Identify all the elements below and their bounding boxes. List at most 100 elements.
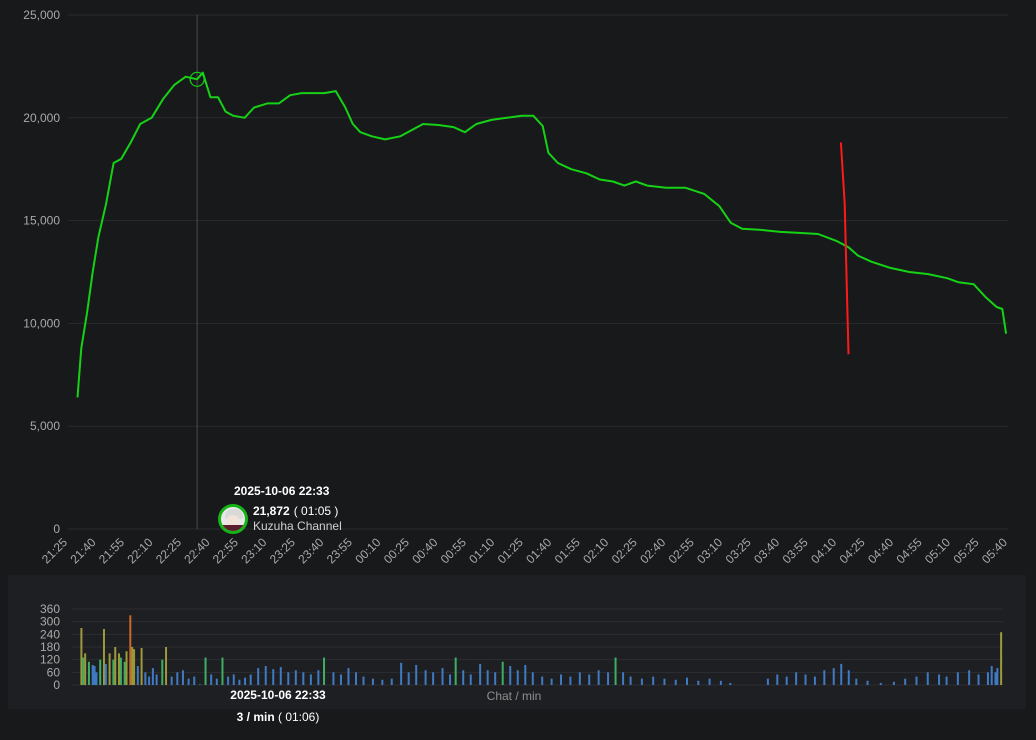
chat-rate-bar[interactable]	[776, 674, 779, 685]
chat-rate-bar[interactable]	[996, 668, 999, 685]
chat-rate-bar[interactable]	[112, 659, 115, 685]
chat-rate-bar[interactable]	[855, 678, 858, 685]
chat-rate-bar[interactable]	[272, 669, 275, 685]
chat-rate-bar[interactable]	[840, 663, 843, 685]
chat-rate-bar[interactable]	[785, 676, 788, 685]
chat-rate-bars[interactable]	[80, 615, 1003, 685]
chat-rate-bar[interactable]	[614, 657, 617, 685]
chat-rate-bar[interactable]	[479, 663, 482, 685]
chat-rate-bar[interactable]	[309, 674, 312, 685]
chat-rate-bar[interactable]	[501, 661, 504, 685]
chat-rate-bar[interactable]	[454, 657, 457, 685]
chat-rate-bar[interactable]	[381, 679, 384, 685]
chat-rate-bar[interactable]	[804, 674, 807, 685]
chat-rate-bar[interactable]	[232, 674, 235, 685]
chat-rate-bar[interactable]	[813, 676, 816, 685]
chat-rate-bar[interactable]	[449, 674, 452, 685]
chat-rate-bar[interactable]	[221, 657, 224, 685]
chat-rate-bar[interactable]	[462, 670, 465, 685]
chat-rate-bar[interactable]	[879, 682, 882, 685]
chat-rate-bar[interactable]	[204, 657, 207, 685]
chat-rate-bar[interactable]	[588, 674, 591, 685]
viewer-count-line[interactable]	[76, 71, 1008, 398]
chat-rate-bar[interactable]	[509, 666, 512, 685]
chat-rate-bar[interactable]	[424, 670, 427, 685]
chat-rate-bar[interactable]	[102, 629, 105, 685]
chat-rate-bar[interactable]	[629, 676, 632, 685]
viewer-series[interactable]	[76, 71, 1008, 398]
chat-rate-bar[interactable]	[569, 676, 572, 685]
chat-rate-bar[interactable]	[607, 672, 610, 685]
chat-rate-bar[interactable]	[578, 672, 581, 685]
chat-rate-bar[interactable]	[264, 666, 267, 685]
chat-rate-bar[interactable]	[129, 615, 132, 685]
chat-rate-bar[interactable]	[215, 678, 218, 685]
chat-rate-bar[interactable]	[87, 661, 90, 685]
chat-rate-bar[interactable]	[93, 666, 96, 685]
chat-rate-bar[interactable]	[663, 678, 666, 685]
chat-rate-bar[interactable]	[494, 672, 497, 685]
chat-rate-bar[interactable]	[131, 647, 134, 685]
chat-rate-bar[interactable]	[144, 672, 147, 685]
chat-rate-bar[interactable]	[956, 672, 959, 685]
chat-rate-bar[interactable]	[119, 657, 122, 685]
chat-rate-bar[interactable]	[140, 648, 143, 685]
chat-rate-bar[interactable]	[541, 676, 544, 685]
chat-rate-bar[interactable]	[257, 668, 260, 685]
chat-rate-bar[interactable]	[531, 672, 534, 685]
chat-rate-bar[interactable]	[176, 672, 179, 685]
chat-rate-bar[interactable]	[486, 670, 489, 685]
chat-rate-bar[interactable]	[294, 670, 297, 685]
chat-rate-bar[interactable]	[697, 680, 700, 685]
chat-rate-bar[interactable]	[123, 661, 126, 685]
chat-rate-bar[interactable]	[133, 649, 136, 685]
chat-rate-bar[interactable]	[227, 676, 230, 685]
chat-rate-bar[interactable]	[432, 672, 435, 685]
chat-rate-bar[interactable]	[986, 672, 989, 685]
chat-rate-bar[interactable]	[795, 672, 798, 685]
chat-rate-bar[interactable]	[469, 674, 472, 685]
chat-rate-bar[interactable]	[516, 670, 519, 685]
chat-rate-bar[interactable]	[170, 676, 173, 685]
chat-rate-bar[interactable]	[892, 681, 895, 685]
chat-rate-bar[interactable]	[279, 667, 282, 685]
chat-rate-bar[interactable]	[550, 678, 553, 685]
chat-rate-bar[interactable]	[832, 668, 835, 685]
chat-rate-bar[interactable]	[674, 679, 677, 685]
chat-rate-bar[interactable]	[441, 668, 444, 685]
chat-rate-bar[interactable]	[238, 679, 241, 685]
chat-rate-bar[interactable]	[524, 664, 527, 685]
chat-rate-bar[interactable]	[652, 676, 655, 685]
chat-rate-bar[interactable]	[161, 659, 164, 685]
anomaly-spike-line[interactable]	[839, 142, 850, 355]
chat-rate-bar[interactable]	[244, 677, 247, 685]
chat-rate-bar[interactable]	[104, 663, 107, 685]
chat-rate-bar[interactable]	[355, 672, 358, 685]
chat-rate-bar[interactable]	[114, 647, 117, 685]
chat-rate-bar[interactable]	[823, 670, 826, 685]
chat-rate-bar[interactable]	[249, 674, 252, 685]
chat-rate-bar[interactable]	[125, 651, 128, 685]
chat-rate-bar[interactable]	[165, 647, 168, 685]
chat-rate-bar[interactable]	[187, 678, 190, 685]
chat-rate-bar[interactable]	[968, 670, 971, 685]
chat-rate-bar[interactable]	[136, 666, 139, 685]
chat-rate-bar[interactable]	[945, 676, 948, 685]
chat-rate-bar[interactable]	[155, 674, 158, 685]
chat-rate-bar[interactable]	[108, 653, 111, 685]
chat-rate-bar[interactable]	[560, 674, 563, 685]
chat-rate-bar[interactable]	[994, 672, 997, 685]
chat-rate-bar[interactable]	[118, 653, 121, 685]
chat-rate-bar[interactable]	[766, 678, 769, 685]
chat-rate-bar[interactable]	[708, 678, 711, 685]
chat-rate-bar[interactable]	[729, 682, 732, 685]
chat-rate-bar[interactable]	[287, 672, 290, 685]
chat-rate-bar[interactable]	[151, 668, 154, 685]
chat-rate-bar[interactable]	[371, 678, 374, 685]
chat-rate-bar[interactable]	[82, 657, 85, 685]
chat-rate-bar[interactable]	[339, 674, 342, 685]
chat-rate-bar[interactable]	[210, 674, 213, 685]
chat-rate-bar[interactable]	[400, 662, 403, 685]
chat-rate-bar[interactable]	[332, 672, 335, 685]
chat-rate-bar[interactable]	[84, 653, 87, 685]
